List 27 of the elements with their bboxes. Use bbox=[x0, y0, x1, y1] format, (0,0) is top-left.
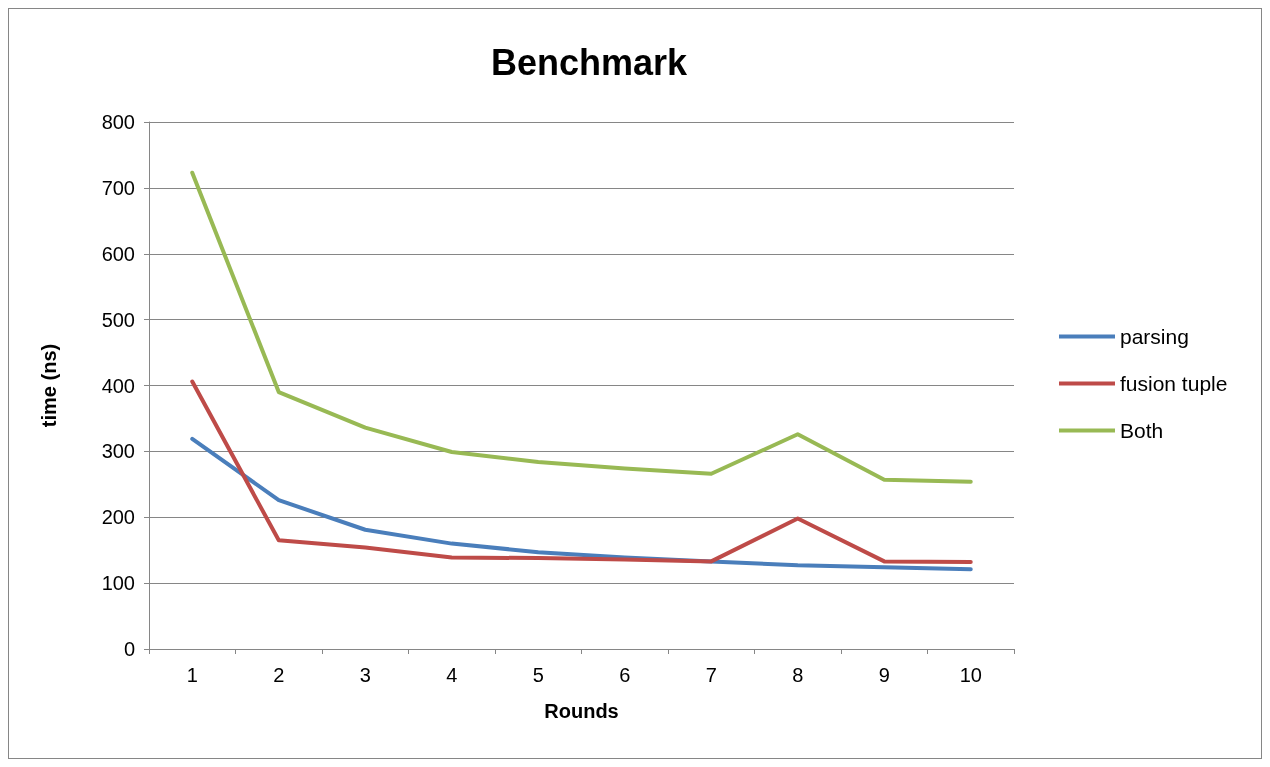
x-tick-label: 1 bbox=[186, 664, 198, 686]
x-tick-label: 9 bbox=[878, 664, 890, 686]
x-tick-label: 3 bbox=[359, 664, 371, 686]
y-tick-label: 800 bbox=[101, 111, 135, 133]
legend-label: Both bbox=[1120, 419, 1164, 442]
x-tick-label: 5 bbox=[532, 664, 544, 686]
y-tick-label: 600 bbox=[101, 242, 135, 265]
line-series bbox=[190, 170, 973, 484]
y-axis-title: time (ns) bbox=[38, 343, 60, 428]
y-tick-label: 700 bbox=[101, 176, 135, 199]
chart-title: Benchmark bbox=[490, 41, 689, 83]
x-tick-label: 10 bbox=[959, 664, 982, 686]
y-tick-label: 0 bbox=[123, 638, 135, 660]
y-tick-label: 200 bbox=[101, 506, 135, 529]
legend-label: fusion tuple bbox=[1120, 372, 1228, 395]
x-tick-label: 7 bbox=[705, 664, 717, 686]
x-tick-label: 6 bbox=[619, 664, 631, 686]
line-series bbox=[190, 379, 973, 565]
y-tick-label: 400 bbox=[101, 374, 135, 397]
y-tick-label: 100 bbox=[101, 572, 135, 595]
x-tick-label: 2 bbox=[273, 664, 285, 686]
legend-label: parsing bbox=[1120, 325, 1189, 348]
x-tick-label: 8 bbox=[792, 664, 804, 686]
x-tick-label: 4 bbox=[446, 664, 458, 686]
y-tick-label: 500 bbox=[101, 308, 135, 331]
y-tick-label: 300 bbox=[101, 440, 135, 463]
x-axis-title: Rounds bbox=[544, 700, 619, 722]
